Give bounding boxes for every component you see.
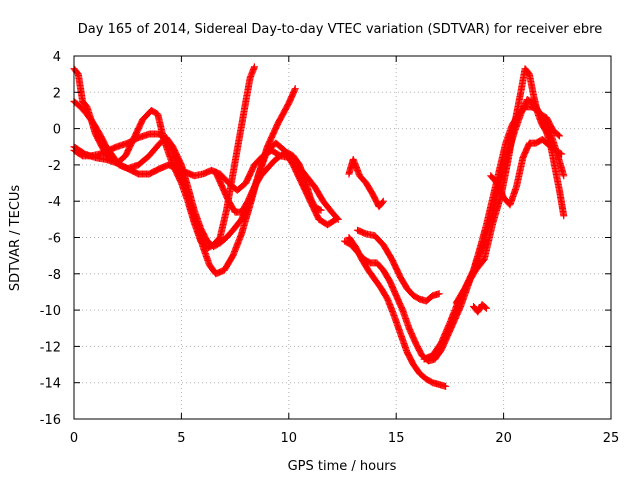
y-tick-label: 2: [53, 86, 61, 101]
y-tick-label: 4: [53, 50, 61, 65]
y-tick-label: -14: [40, 377, 61, 392]
data-point: [334, 215, 342, 223]
data-point: [560, 212, 568, 220]
y-tick-label: -10: [40, 304, 61, 319]
x-tick-label: 10: [281, 431, 298, 446]
x-tick-label: 25: [603, 431, 620, 446]
x-tick-label: 5: [177, 431, 185, 446]
data-point: [333, 214, 341, 222]
data-point: [317, 206, 325, 214]
data-point: [556, 149, 564, 157]
data-point: [481, 303, 489, 311]
data-series-track-3: [70, 130, 340, 278]
data-series-track-11: [452, 96, 563, 307]
data-point: [435, 290, 443, 298]
data-series-track-13: [470, 301, 490, 316]
y-tick-label: -6: [48, 232, 61, 247]
y-axis-label: SDTVAR / TECUs: [8, 185, 23, 292]
data-series-track-12: [487, 135, 566, 209]
data-series-track-4: [70, 143, 342, 223]
data-point: [558, 150, 566, 158]
data-point: [442, 382, 450, 390]
chart-title: Day 165 of 2014, Sidereal Day-to-day VTE…: [78, 22, 602, 37]
data-series-track-10: [420, 65, 568, 363]
x-tick-label: 0: [70, 431, 78, 446]
data-point: [378, 198, 386, 206]
y-tick-label: 0: [53, 123, 61, 138]
grid-lines: [74, 56, 611, 419]
x-tick-label: 15: [388, 431, 405, 446]
x-tick-label: 20: [495, 431, 512, 446]
data-series-track-9: [354, 226, 443, 305]
y-tick-label: -16: [40, 413, 61, 428]
y-tick-label: -4: [48, 195, 61, 210]
data-point: [560, 172, 568, 180]
data-point: [554, 131, 562, 139]
data-point: [291, 85, 299, 93]
data-point: [555, 132, 563, 140]
y-tick-label: -2: [48, 159, 61, 174]
data-point: [250, 63, 258, 71]
x-tick-labels: 0 5 10 15 20 25: [70, 431, 619, 446]
data-series-track-8: [345, 234, 450, 390]
data-point: [316, 206, 324, 214]
axis-ticks: [73, 55, 612, 420]
y-tick-labels: -16 -14 -12 -10 -8 -6 -4 -2 0 2 4: [40, 50, 61, 428]
data-point: [379, 197, 387, 205]
data-points: [70, 63, 568, 390]
data-series-track-5: [212, 148, 325, 216]
y-tick-label: -12: [40, 340, 61, 355]
x-axis-label: GPS time / hours: [288, 459, 397, 474]
y-tick-label: -8: [48, 268, 61, 283]
data-series-track-6: [345, 155, 387, 211]
data-point: [482, 304, 490, 312]
